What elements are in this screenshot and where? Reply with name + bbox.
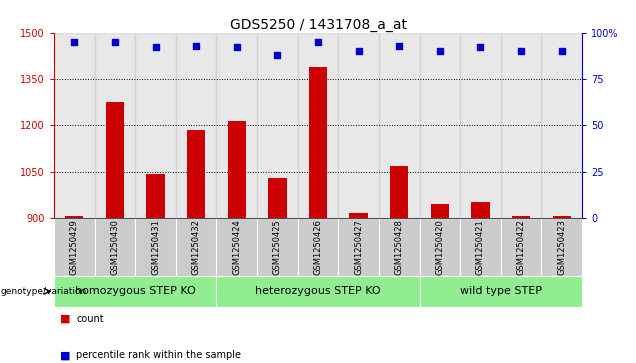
Title: GDS5250 / 1431708_a_at: GDS5250 / 1431708_a_at [230, 18, 406, 32]
Bar [460, 33, 501, 218]
Point [151, 45, 161, 50]
Bar [257, 218, 298, 276]
Bar [216, 33, 257, 218]
Text: heterozygous STEP KO: heterozygous STEP KO [255, 286, 381, 296]
Bar [135, 218, 176, 276]
Bar [390, 166, 408, 218]
Bar [541, 218, 582, 276]
Bar [420, 276, 582, 307]
Text: count: count [76, 314, 104, 324]
Bar [379, 33, 420, 218]
Bar [66, 216, 83, 218]
Text: ■: ■ [60, 350, 71, 360]
Text: GSM1250423: GSM1250423 [557, 219, 566, 275]
Point [394, 43, 404, 49]
Text: wild type STEP: wild type STEP [460, 286, 542, 296]
Text: GSM1250427: GSM1250427 [354, 219, 363, 275]
Bar [228, 121, 246, 218]
Bar [541, 33, 582, 218]
Bar [216, 276, 420, 307]
Point [272, 52, 282, 58]
Bar [187, 130, 205, 218]
Point [110, 39, 120, 45]
Bar [54, 218, 95, 276]
Point [232, 45, 242, 50]
Bar [471, 202, 490, 218]
Bar [420, 33, 460, 218]
Text: GSM1250421: GSM1250421 [476, 219, 485, 275]
Bar [216, 218, 257, 276]
Point [354, 48, 364, 54]
Point [313, 39, 323, 45]
Text: GSM1250430: GSM1250430 [111, 219, 120, 275]
Point [435, 48, 445, 54]
Bar [146, 174, 165, 218]
Bar [512, 216, 530, 218]
Text: homozygous STEP KO: homozygous STEP KO [75, 286, 196, 296]
Bar [54, 33, 95, 218]
Bar [349, 213, 368, 218]
Text: GSM1250431: GSM1250431 [151, 219, 160, 275]
Bar [553, 216, 570, 218]
Bar [338, 218, 379, 276]
Text: ■: ■ [60, 314, 71, 324]
Point [556, 48, 567, 54]
Bar [420, 218, 460, 276]
Bar [298, 218, 338, 276]
Text: GSM1250428: GSM1250428 [395, 219, 404, 275]
Bar [501, 33, 541, 218]
Bar [309, 66, 327, 218]
Text: GSM1250420: GSM1250420 [435, 219, 445, 275]
Point [191, 43, 201, 49]
Bar [106, 102, 124, 218]
Text: GSM1250422: GSM1250422 [516, 219, 525, 275]
Bar [95, 218, 135, 276]
Bar [501, 218, 541, 276]
Text: GSM1250425: GSM1250425 [273, 219, 282, 275]
Bar [338, 33, 379, 218]
Point [69, 39, 80, 45]
Text: GSM1250432: GSM1250432 [191, 219, 201, 275]
Bar [257, 33, 298, 218]
Text: GSM1250426: GSM1250426 [314, 219, 322, 275]
Point [475, 45, 485, 50]
Bar [54, 276, 216, 307]
Bar [298, 33, 338, 218]
Point [516, 48, 526, 54]
Bar [268, 178, 287, 218]
Bar [460, 218, 501, 276]
Bar [135, 33, 176, 218]
Text: GSM1250424: GSM1250424 [232, 219, 241, 275]
Bar [431, 204, 449, 218]
Bar [95, 33, 135, 218]
Bar [176, 218, 216, 276]
Bar [176, 33, 216, 218]
Text: GSM1250429: GSM1250429 [70, 219, 79, 275]
Bar [379, 218, 420, 276]
Text: genotype/variation: genotype/variation [1, 287, 87, 296]
Text: percentile rank within the sample: percentile rank within the sample [76, 350, 241, 360]
